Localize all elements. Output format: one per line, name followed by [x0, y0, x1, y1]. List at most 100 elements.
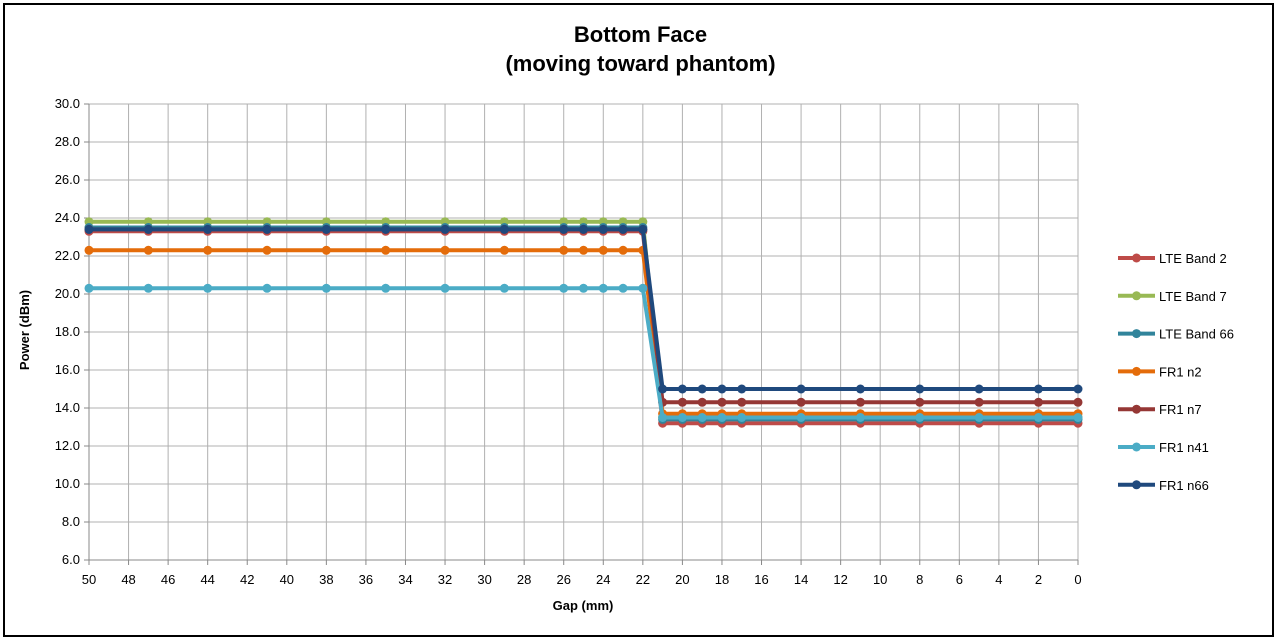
x-tick-label: 28: [517, 572, 531, 587]
x-tick-label: 30: [477, 572, 491, 587]
data-point: [203, 224, 213, 234]
x-tick-label: 12: [833, 572, 847, 587]
x-tick-label: 0: [1074, 572, 1081, 587]
data-point: [717, 413, 727, 422]
x-tick-label: 10: [873, 572, 887, 587]
data-point: [677, 384, 687, 394]
legend-swatch-marker: [1132, 480, 1141, 490]
data-point: [737, 413, 747, 422]
x-tick-label: 44: [200, 572, 214, 587]
data-point: [598, 245, 608, 255]
data-point: [440, 283, 450, 293]
grid-lines: [88, 103, 1079, 561]
legend-item-fr1-n41: FR1 n41: [1118, 440, 1209, 455]
legend-label: LTE Band 2: [1159, 251, 1227, 266]
legend: LTE Band 2 LTE Band 7 LTE Band 66 FR1 n2 FR1…: [1118, 251, 1234, 493]
data-point: [321, 245, 331, 255]
legend-label: LTE Band 66: [1159, 327, 1234, 342]
x-tick-label: 26: [556, 572, 570, 587]
data-point: [559, 224, 569, 234]
y-tick-label: 8.0: [62, 514, 80, 529]
data-point: [855, 397, 865, 407]
data-point: [796, 397, 806, 407]
legend-item-fr1-n2: FR1 n2: [1118, 364, 1202, 379]
data-point: [598, 283, 608, 293]
x-tick-label: 4: [995, 572, 1002, 587]
x-tick-label: 18: [715, 572, 729, 587]
x-axis-label: Gap (mm): [553, 598, 614, 613]
data-point: [440, 245, 450, 255]
y-tick-label: 14.0: [55, 400, 80, 415]
data-point: [638, 224, 648, 234]
series-line-fr1-n66: [89, 227, 1078, 391]
data-point: [321, 224, 331, 234]
x-tick-label: 2: [1035, 572, 1042, 587]
data-point: [737, 384, 747, 394]
x-tick-label: 6: [956, 572, 963, 587]
data-point: [381, 283, 391, 293]
x-tick-label: 16: [754, 572, 768, 587]
legend-swatch-marker: [1132, 404, 1141, 414]
x-tick-label: 22: [636, 572, 650, 587]
data-point: [559, 283, 569, 293]
data-point: [1073, 384, 1083, 394]
y-tick-label: 20.0: [55, 286, 80, 301]
y-tick-label: 30.0: [55, 96, 80, 111]
legend-item-fr1-n7: FR1 n7: [1118, 402, 1202, 417]
data-point: [855, 413, 865, 422]
data-point: [84, 283, 94, 293]
data-point: [658, 384, 668, 394]
x-tick-label: 38: [319, 572, 333, 587]
chart-frame: [3, 3, 1274, 637]
data-point: [618, 245, 628, 255]
legend-label: LTE Band 7: [1159, 289, 1227, 304]
data-point: [203, 283, 213, 293]
legend-swatch-marker: [1132, 329, 1141, 339]
legend-label: FR1 n41: [1159, 440, 1209, 455]
x-tick-label: 48: [121, 572, 135, 587]
y-tick-label: 6.0: [62, 552, 80, 567]
x-tick-label: 40: [280, 572, 294, 587]
chart-title: Bottom Face: [573, 22, 708, 47]
data-point: [262, 283, 272, 293]
data-point: [717, 384, 727, 394]
data-point: [381, 224, 391, 234]
data-point: [915, 397, 925, 407]
data-point: [697, 413, 707, 422]
legend-item-lte-band-7: LTE Band 7: [1118, 289, 1227, 304]
data-point: [677, 397, 687, 407]
data-point: [697, 397, 707, 407]
y-tick-label: 28.0: [55, 134, 80, 149]
chart-subtitle: (moving toward phantom): [505, 51, 776, 76]
data-point: [658, 413, 668, 422]
data-point: [1033, 397, 1043, 407]
data-point: [499, 283, 509, 293]
data-point: [598, 224, 608, 234]
legend-item-lte-band-2: LTE Band 2: [1118, 251, 1227, 266]
series-group: [84, 217, 1083, 428]
data-point: [559, 245, 569, 255]
x-tick-label: 34: [398, 572, 412, 587]
y-tick-label: 18.0: [55, 324, 80, 339]
data-point: [677, 413, 687, 422]
x-tick-label: 36: [359, 572, 373, 587]
series-lte-band-2: [84, 226, 1083, 428]
legend-swatch-marker: [1132, 291, 1141, 301]
data-point: [579, 283, 588, 293]
y-tick-label: 22.0: [55, 248, 80, 263]
y-tick-label: 26.0: [55, 172, 80, 187]
data-point: [974, 384, 984, 394]
legend-label: FR1 n66: [1159, 478, 1209, 493]
data-point: [1073, 413, 1083, 422]
data-point: [84, 245, 94, 255]
series-line-fr1-n7: [89, 227, 1078, 405]
data-point: [638, 283, 648, 293]
y-tick-label: 24.0: [55, 210, 80, 225]
legend-label: FR1 n7: [1159, 402, 1202, 417]
data-point: [1073, 397, 1083, 407]
data-point: [84, 224, 94, 234]
x-tick-label: 50: [82, 572, 96, 587]
y-tick-label: 12.0: [55, 438, 80, 453]
data-point: [499, 245, 509, 255]
